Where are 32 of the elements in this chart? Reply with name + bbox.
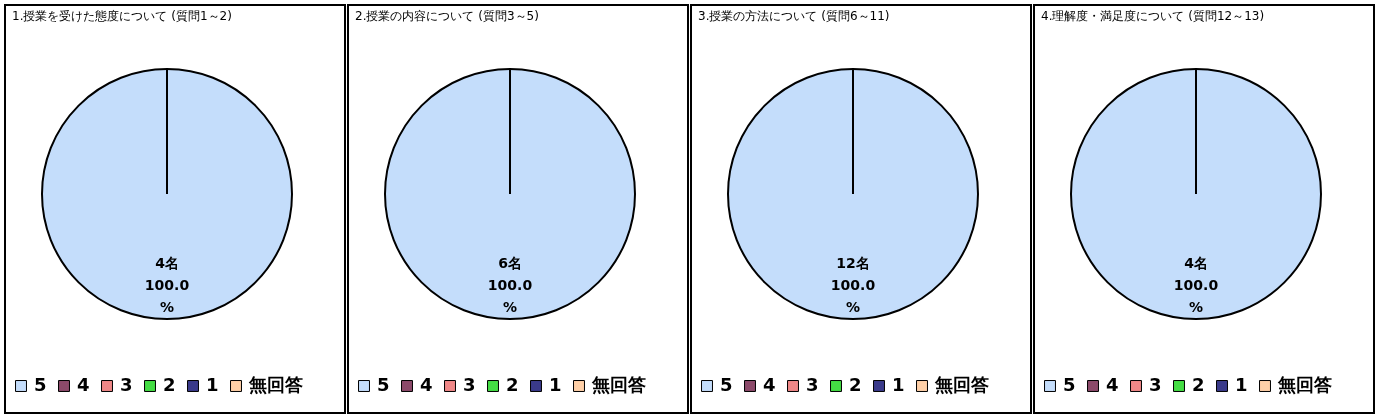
chart-title: 1.授業を受けた態度について (質問1～2)	[12, 9, 232, 23]
legend-label: 無回答	[248, 374, 303, 395]
legend-label: 2	[849, 374, 862, 395]
legend-label: 無回答	[934, 374, 989, 395]
legend-label: 3	[1149, 374, 1162, 395]
legend-label: 無回答	[1277, 374, 1332, 395]
chart-title: 2.授業の内容について (質問3～5)	[355, 9, 539, 23]
legend-label: 4	[420, 374, 433, 395]
legend-label: 5	[1063, 374, 1076, 395]
data-label: 6名 100.0 %	[487, 255, 533, 315]
legend-label: 1	[549, 374, 562, 395]
legend-label: 3	[806, 374, 819, 395]
chart-title: 4.理解度・満足度について (質問12～13)	[1041, 9, 1265, 23]
legend-label: 2	[163, 374, 176, 395]
data-label: 4名 100.0 %	[1173, 255, 1219, 315]
legend-label: 2	[506, 374, 519, 395]
legend-label: 無回答	[591, 374, 646, 395]
data-label: 4名 100.0 %	[144, 255, 190, 315]
legend-label: 5	[377, 374, 390, 395]
legend-label: 3	[463, 374, 476, 395]
legend-label: 5	[720, 374, 733, 395]
legend-label: 4	[1106, 374, 1119, 395]
legend-label: 5	[34, 374, 47, 395]
legend-label: 1	[892, 374, 905, 395]
legend-label: 1	[206, 374, 219, 395]
legend-label: 4	[763, 374, 776, 395]
data-label: 12名 100.0 %	[830, 255, 876, 315]
legend-label: 4	[77, 374, 90, 395]
legend-label: 3	[120, 374, 133, 395]
legend-label: 1	[1235, 374, 1248, 395]
legend-label: 2	[1192, 374, 1205, 395]
chart-title: 3.授業の方法について (質問6～11)	[698, 9, 890, 23]
